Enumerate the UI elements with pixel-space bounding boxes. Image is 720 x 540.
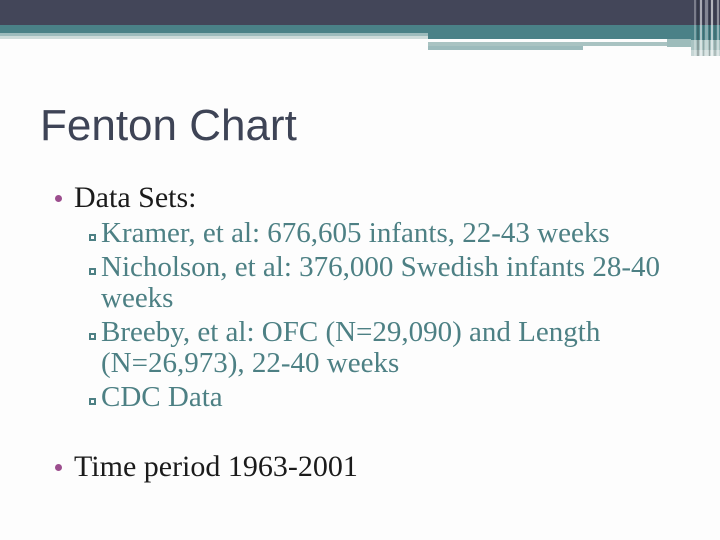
banner-teal-bar-right <box>428 25 720 39</box>
corner-stripe <box>697 0 699 56</box>
corner-stripes-decoration <box>691 0 720 56</box>
bullet-dot-icon <box>55 195 62 202</box>
corner-stripe <box>717 0 719 56</box>
corner-sage-segment <box>691 40 720 50</box>
banner-sage-bar-right <box>428 42 667 46</box>
banner-sage-bar-left <box>0 33 428 36</box>
corner-stripe <box>709 0 710 56</box>
slide-title: Fenton Chart <box>40 101 297 150</box>
corner-stripe <box>694 0 696 56</box>
sub-bullet-nicholson: Nicholson, et al: 376,000 Swedish infant… <box>101 251 661 314</box>
corner-stripe <box>703 0 704 56</box>
corner-stripe <box>714 0 716 56</box>
corner-dark-segment <box>691 0 720 25</box>
banner-teal-tail <box>667 39 691 47</box>
sub-bullet-square-icon <box>89 398 96 405</box>
sub-bullet-square-icon <box>89 268 96 275</box>
bullet-data-sets: Data Sets: <box>74 181 197 214</box>
corner-stripe <box>711 0 713 56</box>
sub-bullet-kramer: Kramer, et al: 676,605 infants, 22-43 we… <box>101 217 610 249</box>
corner-pale-segment <box>691 50 720 56</box>
bullet-time-period: Time period 1963-2001 <box>74 450 358 483</box>
corner-stripe <box>700 0 702 56</box>
banner-sage-bar-right-2 <box>428 46 583 50</box>
sub-bullet-square-icon <box>89 234 96 241</box>
banner-pale-bar-left <box>0 36 428 39</box>
bullet-dot-icon <box>55 464 62 471</box>
banner-dark-bar <box>0 0 720 25</box>
banner-teal-bar-left <box>0 25 428 33</box>
sub-bullet-breeby: Breeby, et al: OFC (N=29,090) and Length… <box>101 316 601 379</box>
sub-bullet-cdc-data: CDC Data <box>101 381 223 413</box>
sub-bullet-square-icon <box>89 333 96 340</box>
corner-stripe <box>705 0 708 56</box>
